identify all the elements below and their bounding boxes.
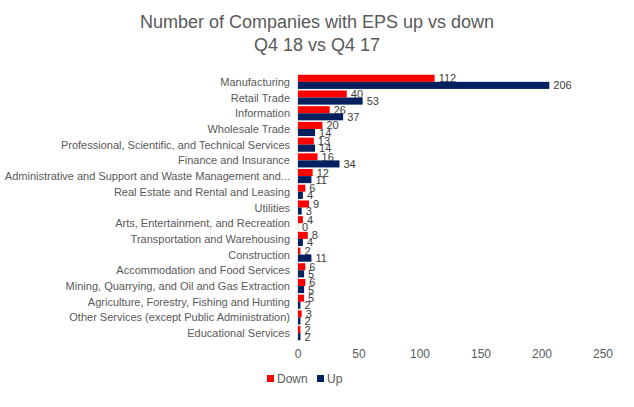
bar [298,223,299,230]
data-label: 34 [343,158,355,170]
category-label: Retail Trade [231,92,290,104]
x-tick-label: 100 [410,347,430,361]
x-tick-label: 50 [352,347,366,361]
data-label: 0 [302,221,308,233]
data-label: 9 [313,198,319,210]
bar [298,129,315,136]
category-label: Professional, Scientific, and Technical … [61,139,291,151]
data-labels: 1124026201316126948266532206533714143411… [302,72,572,342]
tick-mark [603,341,604,344]
tick-mark [298,341,299,344]
chart: Number of Companies with EPS up vs down Q… [0,0,634,407]
data-label: 4 [307,189,313,201]
category-label: Administrative and Support and Waste Man… [5,170,290,182]
x-tick-label: 250 [593,347,613,361]
category-label: Educational Services [187,327,290,339]
bar [298,279,305,286]
category-label: Utilities [255,202,291,214]
bar [298,185,305,192]
category-label: Mining, Quarrying, and Oil and Gas Extra… [66,280,290,292]
bar [298,106,330,113]
bar [298,270,304,277]
data-label: 11 [315,252,326,264]
category-label: Information [235,107,290,119]
category-label: Wholesale Trade [207,123,290,135]
bar [298,153,318,160]
bar [298,302,300,309]
bar [298,192,303,199]
bar [298,310,302,317]
bar [298,82,549,89]
data-label: 5 [308,268,314,280]
data-label: 11 [315,174,326,186]
category-label: Manufacturing [220,76,290,88]
bar [298,90,347,97]
x-tick-label: 0 [295,347,302,361]
title: Number of Companies with EPS up vs down [140,12,494,32]
category-label: Arts, Entertainment, and Recreation [115,217,290,229]
tick-mark [481,341,482,344]
data-label: 2 [304,315,310,327]
legend-label: Down [277,372,308,386]
category-label: Agriculture, Forestry, Fishing and Hunti… [88,296,290,308]
legend-swatch [267,375,274,382]
data-label: 3 [306,205,312,217]
data-label: 112 [439,72,457,84]
bar [298,317,300,324]
bar [298,248,300,255]
bar [298,326,300,333]
tick-mark [542,341,543,344]
bar [298,263,305,270]
bar [298,75,435,82]
data-label: 206 [553,79,571,91]
data-label: 2 [304,331,310,343]
bar [298,239,303,246]
data-label: 37 [347,111,359,123]
bar [298,333,300,340]
data-label: 2 [304,299,310,311]
category-label: Accommodation and Food Services [116,264,290,276]
data-label: 53 [367,95,379,107]
bar [298,295,304,302]
category-label: Real Estate and Rental and Leasing [114,186,290,198]
data-label: 26 [334,104,346,116]
bar [298,169,313,176]
x-tick-label: 200 [532,347,552,361]
category-label: Construction [228,249,290,261]
bar [298,208,302,215]
background [0,0,634,407]
data-label: 14 [319,142,331,154]
legend-label: Up [327,372,343,386]
category-label: Transportation and Warehousing [131,233,290,245]
category-label: Other Services (except Public Administra… [69,311,290,323]
data-label: 4 [307,236,313,248]
bar [298,145,315,152]
data-label: 5 [308,284,314,296]
bar [298,138,314,145]
category-label: Finance and Insurance [178,154,290,166]
legend-swatch [317,375,324,382]
data-label: 40 [351,88,363,100]
bars [298,75,549,340]
subtitle: Q4 18 vs Q4 17 [254,35,380,55]
x-tick-label: 150 [471,347,491,361]
tick-mark [420,341,421,344]
data-label: 14 [319,127,331,139]
tick-mark [359,341,360,344]
bar [298,286,304,293]
